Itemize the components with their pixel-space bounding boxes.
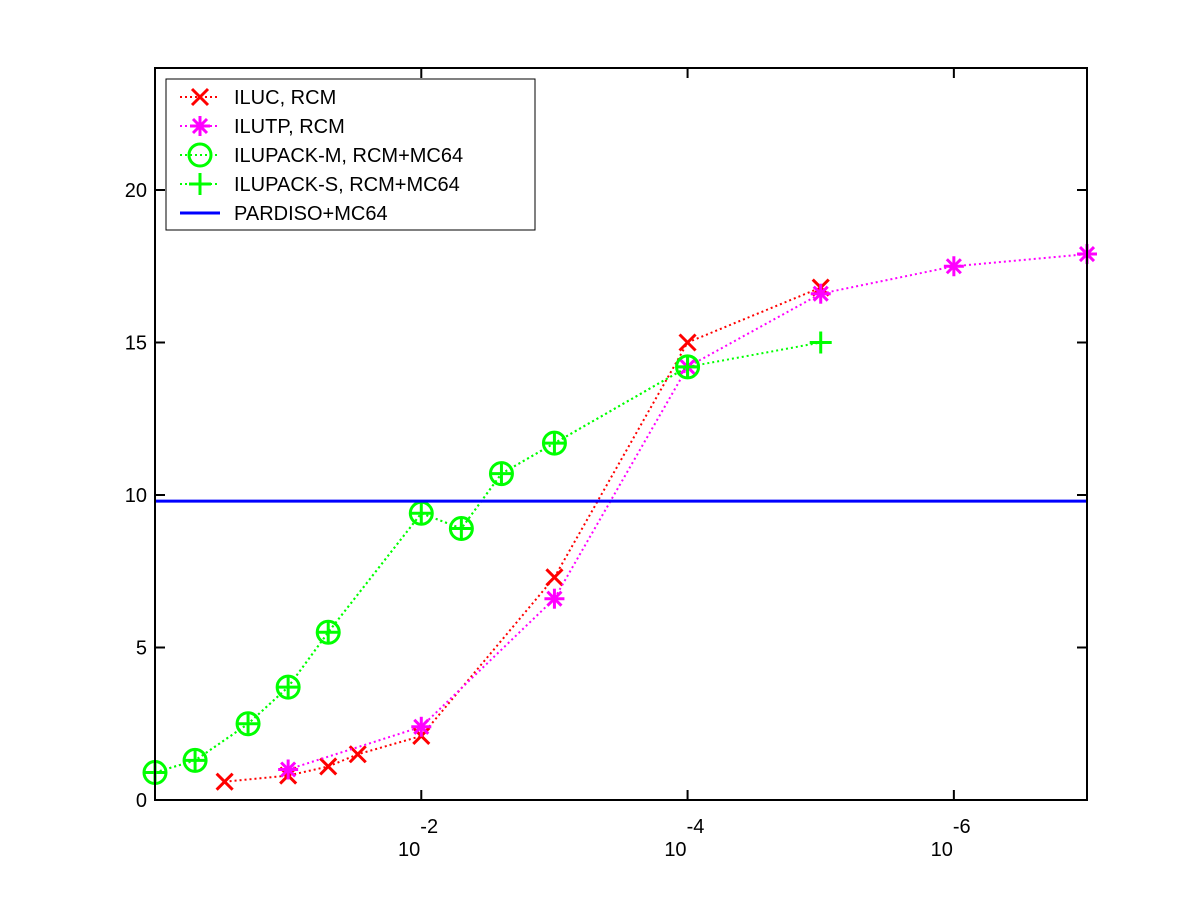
legend-marker [187,142,213,168]
legend-entry-pardiso-mc64: PARDISO+MC64 [180,203,388,225]
x-tick-label-exponent: -4 [687,816,705,838]
x-tick-label-exponent: -6 [953,816,971,838]
data-point-iluc-rcm [678,333,697,352]
plot-frame [154,67,1088,801]
x-tick-label-exponent: -2 [420,816,438,838]
data-point-ilupack-s-rcm-mc64 [490,462,513,485]
x-tick-label-base: 10 [664,839,686,861]
legend-marker [190,87,210,107]
data-point-ilupack-s-rcm-mc64 [277,676,300,699]
y-tick-label: 15 [125,333,147,355]
series-line-ilutp-rcm [287,253,1088,771]
data-point-iluc-rcm [215,772,234,791]
legend-entry-ilupack-s-rcm-mc64: ILUPACK-S, RCM+MC64 [180,173,460,196]
legend-label: ILUC, RCM [234,87,336,109]
x-tick-label-base: 10 [398,839,420,861]
data-point-iluc-rcm [545,568,564,587]
data-point-ilupack-s-rcm-mc64 [237,712,260,735]
legend-box [165,78,536,231]
data-point-ilupack-s-rcm-mc64 [543,432,566,455]
data-point-ilutp-rcm [810,283,831,304]
legend: ILUC, RCM ILUTP, RCM ILUPACK-M, RCM+MC64 IL… [165,78,536,231]
legend-label: ILUTP, RCM [234,116,345,138]
series-line-iluc-rcm [224,286,822,783]
x-tick-label-base: 10 [931,839,953,861]
data-point-ilupack-s-rcm-mc64 [450,517,473,540]
legend-entry-ilutp-rcm: ILUTP, RCM [180,116,345,138]
y-tick-label: 0 [136,790,147,812]
y-tick-label: 20 [125,180,147,202]
legend-marker [190,116,210,136]
data-point-ilutp-rcm [544,588,565,609]
series-ilupack-s-rcm-mc64 [144,331,832,784]
data-point-iluc-rcm [348,745,367,764]
legend-label: ILUPACK-M, RCM+MC64 [234,145,463,167]
data-point-ilutp-rcm [411,716,432,737]
series-line-ilupack-m-rcm-mc64 [154,366,689,774]
data-point-ilupack-s-rcm-mc64 [676,355,699,378]
series-line-ilupack-s-rcm-mc64 [154,341,821,774]
y-tick-label: 10 [125,485,147,507]
y-tick-label: 5 [136,638,147,660]
data-point-ilupack-s-rcm-mc64 [410,502,433,525]
legend-label: PARDISO+MC64 [234,203,388,225]
series-ilutp-rcm [278,244,1097,780]
series-iluc-rcm [215,278,830,791]
data-point-ilupack-s-rcm-mc64 [184,749,207,772]
legend-entry-iluc-rcm: ILUC, RCM [180,87,336,109]
legend-marker [189,173,211,195]
legend-entry-ilupack-m-rcm-mc64: ILUPACK-M, RCM+MC64 [180,142,463,168]
plot-marks [142,244,1097,791]
data-point-ilupack-s-rcm-mc64 [809,331,832,354]
data-point-iluc-rcm [319,757,338,776]
data-point-ilutp-rcm [278,759,299,780]
data-point-ilutp-rcm [943,256,964,277]
data-point-ilupack-s-rcm-mc64 [317,621,340,644]
legend-label: ILUPACK-S, RCM+MC64 [234,174,460,196]
